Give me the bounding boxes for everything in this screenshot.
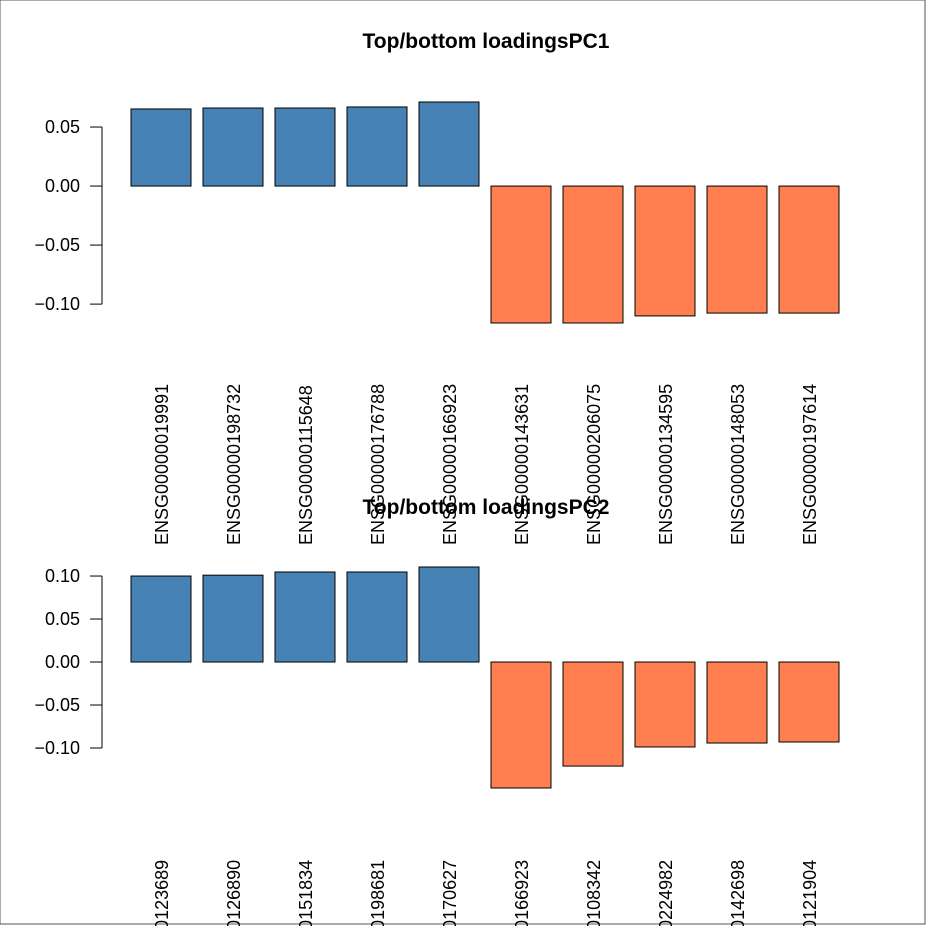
bar [274, 107, 336, 187]
x-tick-label: ENSG00000206075 [584, 384, 604, 545]
bar [130, 575, 192, 663]
bar [274, 571, 336, 663]
bar [562, 661, 624, 767]
bar [778, 661, 840, 743]
x-tick-label: ENSG00000143631 [512, 384, 532, 545]
y-tick-label: −0.05 [34, 235, 80, 255]
bar [778, 185, 840, 314]
bar [202, 107, 264, 187]
y-tick-label: 0.00 [45, 176, 80, 196]
x-tick-label: ENSG00000142698 [728, 860, 748, 926]
x-tick-label: ENSG00000019991 [152, 384, 172, 545]
bar [490, 661, 552, 789]
x-tick-label: ENSG00000176788 [368, 384, 388, 545]
x-tick-label: ENSG00000166923 [440, 384, 460, 545]
bar [202, 574, 264, 663]
chart-title: Top/bottom loadingsPC1 [363, 30, 610, 53]
bar [634, 185, 696, 317]
x-tick-label: ENSG00000151834 [296, 860, 316, 926]
bar [346, 571, 408, 663]
bar [346, 106, 408, 187]
bar [490, 185, 552, 324]
y-tick-label: −0.10 [34, 294, 80, 314]
x-tick-label: ENSG00000148053 [728, 384, 748, 545]
x-tick-label: ENSG00000198732 [224, 384, 244, 545]
x-tick-label: ENSG00000126890 [224, 860, 244, 926]
bar [418, 101, 480, 187]
x-tick-label: ENSG00000123689 [152, 860, 172, 926]
chart-title: Top/bottom loadingsPC2 [363, 496, 610, 519]
x-tick-label: ENSG00000115648 [296, 385, 316, 545]
x-tick-label: ENSG00000198681 [368, 860, 388, 926]
x-tick-label: ENSG00000134595 [656, 384, 676, 545]
x-tick-label: ENSG00000197614 [800, 384, 820, 545]
x-tick-label: ENSG00000170627 [440, 860, 460, 926]
bar [706, 661, 768, 744]
y-tick-label: 0.00 [45, 652, 80, 672]
bar [562, 185, 624, 324]
bar [130, 108, 192, 187]
bar [634, 661, 696, 748]
x-tick-label: ENSG00000166923 [512, 860, 532, 926]
y-tick-label: 0.05 [45, 609, 80, 629]
bar [418, 566, 480, 663]
x-tick-label: ENSG00000224982 [656, 860, 676, 926]
y-tick-label: −0.05 [34, 695, 80, 715]
bar [706, 185, 768, 314]
x-tick-label: ENSG00000121904 [800, 860, 820, 926]
y-tick-label: 0.05 [45, 117, 80, 137]
x-tick-label: ENSG00000108342 [584, 860, 604, 926]
y-tick-label: −0.10 [34, 738, 80, 758]
y-tick-label: 0.10 [45, 566, 80, 586]
